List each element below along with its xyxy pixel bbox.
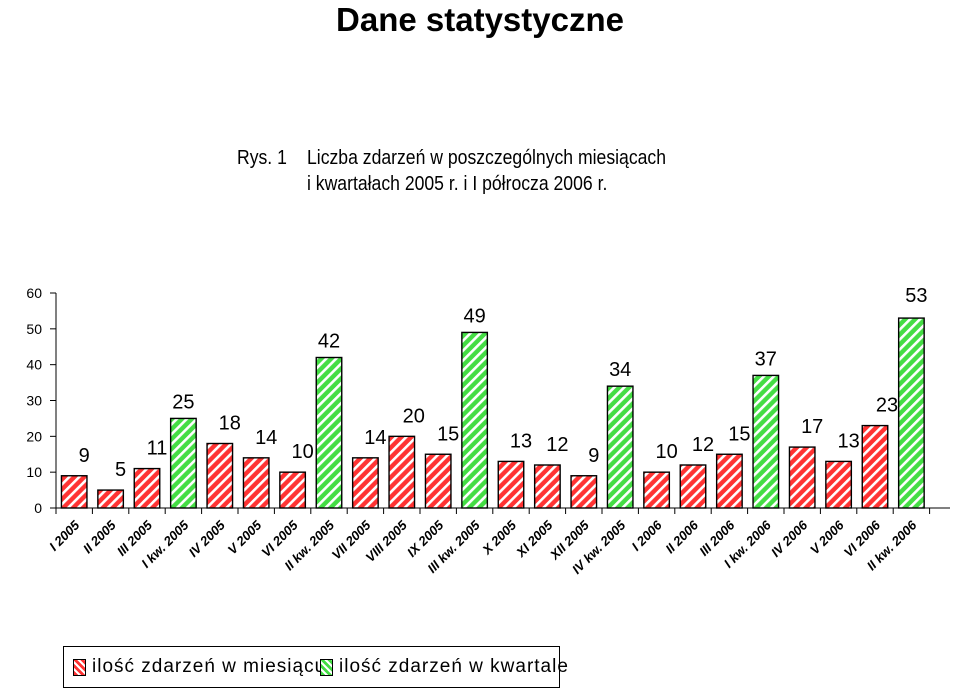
bar-month <box>570 475 598 509</box>
legend-swatch-month <box>73 658 86 676</box>
bar-month <box>788 446 816 509</box>
data-label: 18 <box>219 413 241 435</box>
y-tick-label: 30 <box>26 393 42 409</box>
data-label: 5 <box>115 459 126 481</box>
bar-month <box>60 475 88 509</box>
data-label: 14 <box>255 427 277 449</box>
data-label: 15 <box>437 423 459 445</box>
x-tick-label: II 2006 <box>662 517 701 556</box>
bar-month <box>279 471 307 509</box>
y-tick-label: 10 <box>26 464 42 480</box>
data-label: 14 <box>364 427 386 449</box>
x-tick-label: V 2005 <box>225 517 265 557</box>
x-tick-label: IV 2005 <box>186 517 229 560</box>
bar-quarter <box>606 385 634 509</box>
bar-month <box>424 453 452 509</box>
data-label: 9 <box>79 445 90 467</box>
data-label: 17 <box>801 416 823 438</box>
bar-month <box>97 489 125 509</box>
legend-item-month: ilość zdarzeń w miesiącu <box>73 656 326 678</box>
legend-item-quarter: ilość zdarzeń w kwartale <box>320 656 569 678</box>
bar-month <box>497 460 525 509</box>
bar-quarter <box>752 374 780 509</box>
y-tick-label: 20 <box>26 428 42 444</box>
data-label: 53 <box>905 285 927 307</box>
bar-month <box>679 464 707 509</box>
bar-month <box>388 435 416 509</box>
page-title: Dane statystyczne <box>336 1 624 38</box>
legend-label-month: ilość zdarzeń w miesiącu <box>92 656 327 677</box>
data-label: 13 <box>510 430 532 452</box>
y-tick-label: 0 <box>34 500 42 516</box>
bar-quarter <box>315 356 343 509</box>
data-label: 49 <box>463 305 485 327</box>
bar-month <box>206 442 234 509</box>
bar-month <box>533 464 561 509</box>
caption-line-1: Liczba zdarzeń w poszczególnych miesiąca… <box>307 147 667 169</box>
legend-swatch-quarter <box>320 658 333 676</box>
y-tick-label: 40 <box>26 357 42 373</box>
bar-month <box>715 453 743 509</box>
data-label: 20 <box>403 405 425 427</box>
bar-month <box>643 471 671 509</box>
bar-month <box>861 424 889 509</box>
caption-line-2: i kwartałach 2005 r. i I półrocza 2006 r… <box>307 173 608 195</box>
data-label: 34 <box>609 359 631 381</box>
legend-label-quarter: ilość zdarzeń w kwartale <box>339 656 569 677</box>
data-label: 11 <box>147 438 168 460</box>
bar-month <box>133 467 161 509</box>
x-tick-label: II 2005 <box>80 517 119 556</box>
bar-quarter <box>461 331 489 509</box>
data-label: 37 <box>755 348 777 370</box>
data-label: 9 <box>588 445 599 467</box>
data-label: 12 <box>546 434 568 456</box>
data-label: 42 <box>318 331 340 353</box>
x-tick-label: V 2006 <box>807 517 847 557</box>
x-tick-label: I 2006 <box>629 517 666 554</box>
legend: ilość zdarzeń w miesiącu ilość zdarzeń w… <box>63 646 568 688</box>
bar-month <box>242 457 270 509</box>
x-tick-label: VIII 2005 <box>363 517 411 565</box>
figure-label: Rys. 1 <box>237 147 287 169</box>
bar-quarter <box>169 417 197 509</box>
data-label: 13 <box>837 430 859 452</box>
data-label: 23 <box>876 395 898 417</box>
y-tick-label: 60 <box>26 285 42 301</box>
bar-quarter <box>897 317 925 509</box>
data-label: 12 <box>692 434 714 456</box>
data-label: 10 <box>655 441 677 463</box>
data-label: 25 <box>172 391 194 413</box>
bar-month <box>351 457 379 509</box>
bar-month <box>825 460 853 509</box>
x-tick-label: I 2005 <box>46 517 83 554</box>
x-tick-label: X 2005 <box>479 517 520 558</box>
data-label: 15 <box>728 423 750 445</box>
data-label: 10 <box>291 441 313 463</box>
y-tick-label: 50 <box>26 321 42 337</box>
x-tick-label: IV 2006 <box>768 517 811 560</box>
